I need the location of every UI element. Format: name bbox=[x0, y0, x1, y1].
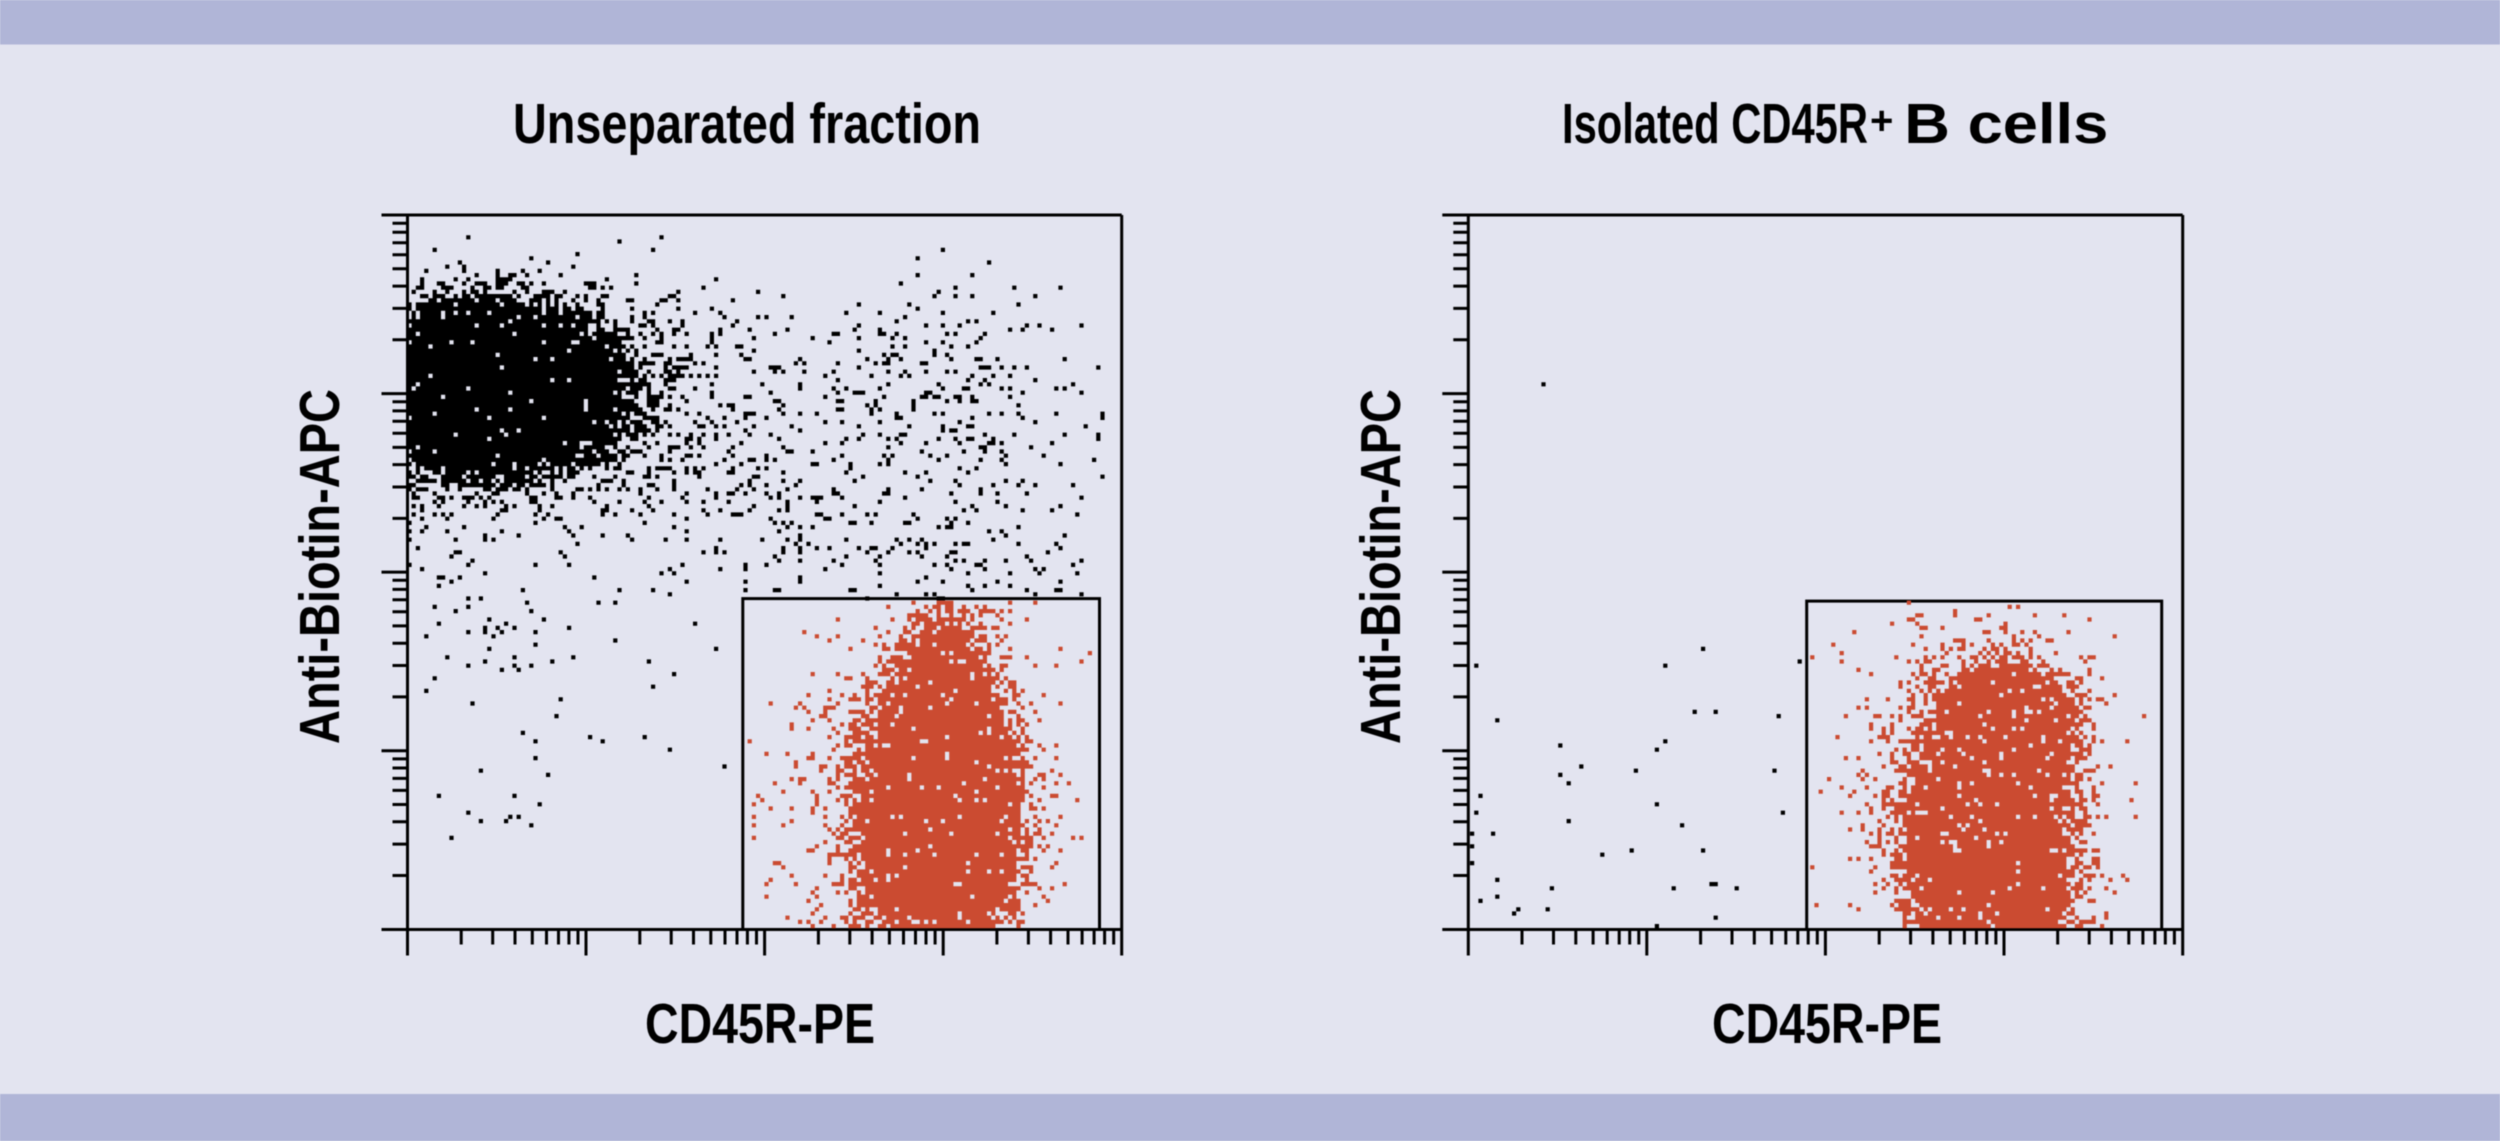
svg-text:+: + bbox=[1870, 99, 1893, 143]
svg-text:Unseparated fraction: Unseparated fraction bbox=[513, 92, 981, 155]
svg-text:CD45R-PE: CD45R-PE bbox=[645, 992, 875, 1055]
svg-text:Isolated CD45R: Isolated CD45R bbox=[1562, 92, 1868, 155]
svg-text:Anti-Biotin-APC: Anti-Biotin-APC bbox=[1349, 389, 1412, 744]
svg-text:CD45R-PE: CD45R-PE bbox=[1712, 992, 1942, 1055]
svg-text:B cells: B cells bbox=[1904, 92, 2108, 155]
svg-text:Anti-Biotin-APC: Anti-Biotin-APC bbox=[288, 389, 351, 744]
